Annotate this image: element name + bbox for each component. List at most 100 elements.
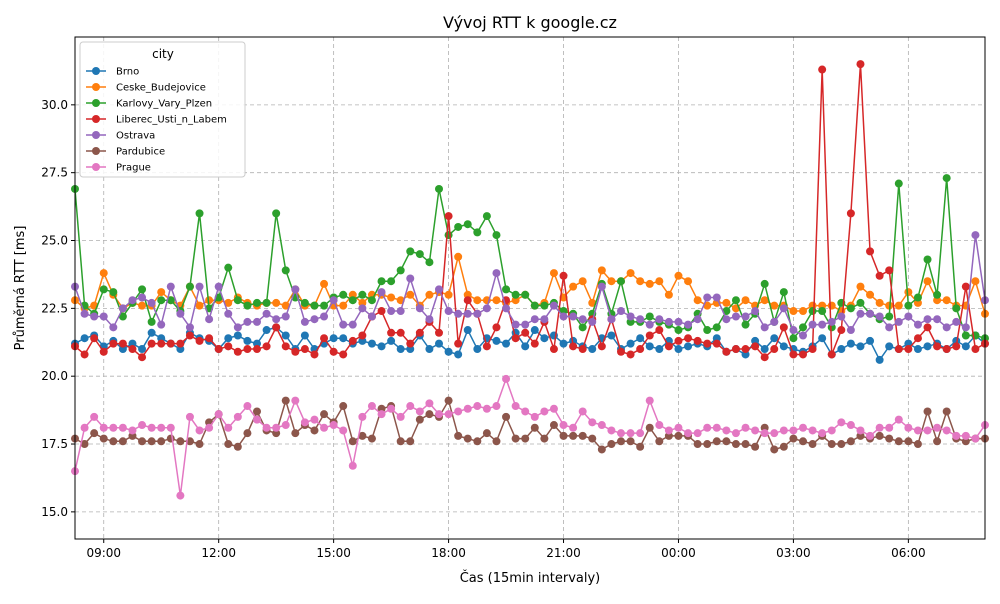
- data-point: [827, 301, 836, 310]
- data-point: [674, 336, 683, 345]
- data-point: [626, 339, 635, 348]
- data-point: [923, 426, 932, 435]
- data-point: [578, 315, 587, 324]
- data-point: [329, 296, 338, 305]
- data-point: [224, 342, 233, 351]
- data-point: [549, 269, 558, 278]
- data-point: [339, 402, 348, 411]
- data-point: [846, 421, 855, 430]
- legend-marker: [92, 115, 100, 123]
- data-point: [597, 282, 606, 291]
- data-point: [597, 342, 606, 351]
- data-point: [118, 312, 127, 321]
- data-point: [99, 312, 108, 321]
- y-tick-label: 25.0: [41, 234, 68, 248]
- data-point: [454, 350, 463, 359]
- data-point: [875, 355, 884, 364]
- data-point: [770, 301, 779, 310]
- legend-label: Karlovy_Vary_Plzen: [116, 99, 212, 110]
- data-point: [770, 317, 779, 326]
- data-point: [300, 331, 309, 340]
- y-axis-label: Průměrná RTT [ms]: [13, 226, 28, 351]
- data-point: [396, 412, 405, 421]
- data-point: [885, 266, 894, 275]
- data-point: [588, 434, 597, 443]
- data-point: [300, 317, 309, 326]
- data-point: [454, 431, 463, 440]
- data-point: [435, 285, 443, 294]
- data-point: [425, 410, 434, 419]
- data-point: [425, 315, 434, 324]
- data-point: [875, 312, 884, 321]
- data-point: [942, 407, 951, 416]
- data-point: [224, 440, 233, 449]
- data-point: [837, 418, 846, 427]
- data-point: [147, 437, 156, 446]
- data-point: [617, 437, 625, 446]
- data-point: [530, 423, 539, 432]
- data-point: [291, 285, 300, 294]
- data-point: [885, 301, 894, 310]
- data-point: [415, 328, 424, 337]
- data-point: [636, 334, 645, 343]
- data-point: [933, 290, 942, 299]
- data-point: [90, 334, 99, 343]
- data-point: [147, 328, 156, 337]
- data-point: [856, 342, 865, 351]
- data-point: [300, 298, 309, 307]
- y-tick-label: 22.5: [41, 301, 68, 315]
- data-point: [521, 290, 530, 299]
- data-point: [147, 423, 156, 432]
- data-point: [674, 271, 683, 280]
- data-point: [607, 440, 616, 449]
- data-point: [597, 266, 606, 275]
- data-point: [444, 231, 453, 240]
- data-point: [799, 331, 807, 340]
- legend-label: Prague: [116, 163, 151, 174]
- data-point: [913, 334, 922, 343]
- data-point: [760, 345, 769, 354]
- data-point: [176, 309, 185, 318]
- data-point: [377, 342, 386, 351]
- data-point: [751, 442, 760, 451]
- data-point: [913, 440, 922, 449]
- data-point: [885, 312, 894, 321]
- data-point: [281, 421, 290, 430]
- data-point: [425, 345, 434, 354]
- data-point: [358, 304, 367, 313]
- data-point: [645, 396, 654, 405]
- data-point: [118, 437, 127, 446]
- data-point: [90, 429, 99, 438]
- data-point: [588, 345, 597, 354]
- data-point: [626, 429, 635, 438]
- data-point: [511, 320, 520, 329]
- data-point: [253, 415, 261, 424]
- data-point: [894, 317, 903, 326]
- data-point: [559, 421, 568, 430]
- data-point: [281, 331, 290, 340]
- data-point: [300, 418, 309, 427]
- data-point: [674, 317, 683, 326]
- data-point: [894, 301, 903, 310]
- data-point: [799, 350, 807, 359]
- data-point: [664, 342, 673, 351]
- data-point: [760, 429, 769, 438]
- legend-box: [79, 41, 246, 178]
- data-point: [80, 334, 89, 343]
- data-point: [320, 334, 329, 343]
- data-point: [866, 247, 875, 256]
- data-point: [789, 434, 798, 443]
- data-point: [569, 431, 578, 440]
- data-point: [502, 285, 511, 294]
- data-point: [818, 320, 827, 329]
- data-point: [157, 339, 166, 348]
- data-point: [176, 491, 185, 500]
- data-point: [770, 429, 779, 438]
- data-point: [942, 426, 951, 435]
- x-tick-label: 21:00: [546, 546, 581, 560]
- data-point: [166, 423, 175, 432]
- data-point: [128, 345, 137, 354]
- data-point: [846, 209, 855, 218]
- data-point: [415, 304, 424, 313]
- data-point: [492, 269, 501, 278]
